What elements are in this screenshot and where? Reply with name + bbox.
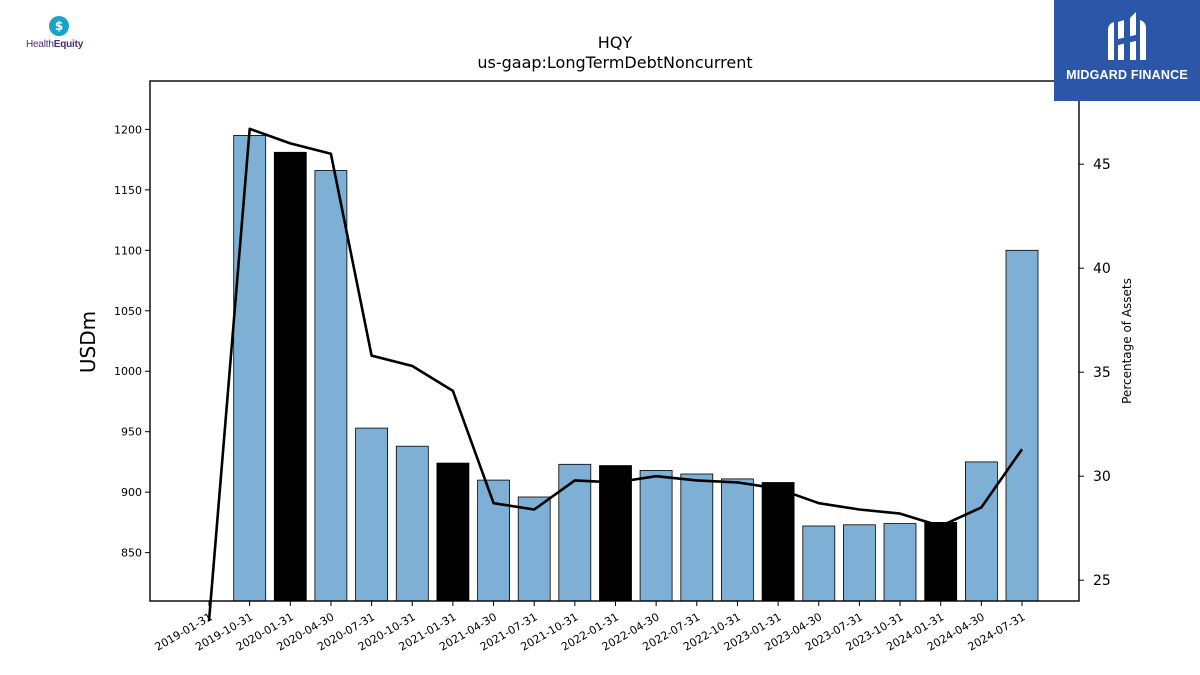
y2-tick-label: 45 xyxy=(1093,157,1111,173)
x-axis: 2019-01-312019-10-312020-01-312020-04-30… xyxy=(153,601,1028,654)
bar-2023-10-31 xyxy=(883,523,917,602)
y2-tick-label: 35 xyxy=(1093,365,1111,381)
bar-2023-04-30 xyxy=(802,525,836,602)
y-tick-label: 1100 xyxy=(114,244,142,257)
y-tick-label: 1000 xyxy=(114,365,142,378)
y-tick-label: 950 xyxy=(121,426,142,439)
bar-2020-10-31 xyxy=(395,445,429,602)
bar-2023-07-31 xyxy=(843,524,876,602)
bar-2021-07-31 xyxy=(517,496,551,602)
left-axis: 850 900 950 1000 1050 1100 1150 1200 xyxy=(114,123,150,560)
bar-2022-04-30 xyxy=(639,469,673,602)
bar-2020-07-31 xyxy=(355,427,389,602)
dollar-icon: $ xyxy=(49,16,69,36)
bar-2020-04-30 xyxy=(314,170,348,602)
y-tick-label: 1050 xyxy=(114,305,142,318)
midgard-finance-wordmark: MIDGARD FINANCE xyxy=(1066,68,1188,82)
y2-axis-label: Percentage of Assets xyxy=(1120,278,1134,404)
bar-group xyxy=(233,134,1039,602)
y-tick-label: 900 xyxy=(121,486,142,499)
bar-2024-04-30 xyxy=(965,461,998,602)
y-tick-label: 850 xyxy=(121,547,142,560)
y-tick-label: 1150 xyxy=(114,184,142,197)
midgard-finance-logo: MIDGARD FINANCE xyxy=(1054,0,1200,101)
bar-2021-01-31 xyxy=(436,462,470,602)
bar-2020-01-31 xyxy=(273,151,307,602)
bar-2021-10-31 xyxy=(558,463,592,602)
right-axis: 25 30 35 40 45 xyxy=(1079,157,1111,589)
bar-2022-01-31 xyxy=(599,465,632,602)
chart-subtitle: us-gaap:LongTermDebtNoncurrent xyxy=(477,53,752,72)
bar-2022-07-31 xyxy=(680,473,714,602)
plot-frame xyxy=(149,80,1080,602)
percent-of-assets-line xyxy=(207,127,1024,622)
bar-2024-07-31 xyxy=(1005,249,1039,602)
healthequity-wordmark: HealthEquity xyxy=(26,39,84,50)
y2-tick-label: 40 xyxy=(1093,261,1111,277)
y-tick-label: 1200 xyxy=(114,123,142,136)
y2-tick-label: 25 xyxy=(1093,573,1111,589)
y-axis-label: USDm xyxy=(76,311,100,373)
healthequity-logo: $ HealthEquity xyxy=(20,14,100,54)
bar-2019-10-31 xyxy=(233,134,267,602)
midgard-emblem-icon xyxy=(1108,12,1146,60)
chart-title: HQY xyxy=(598,33,633,52)
bar-2022-10-31 xyxy=(721,478,754,602)
bar-2023-01-31 xyxy=(761,482,795,602)
bar-2021-04-30 xyxy=(477,479,511,602)
bar-2024-01-31 xyxy=(924,522,958,602)
y2-tick-label: 30 xyxy=(1093,469,1111,485)
